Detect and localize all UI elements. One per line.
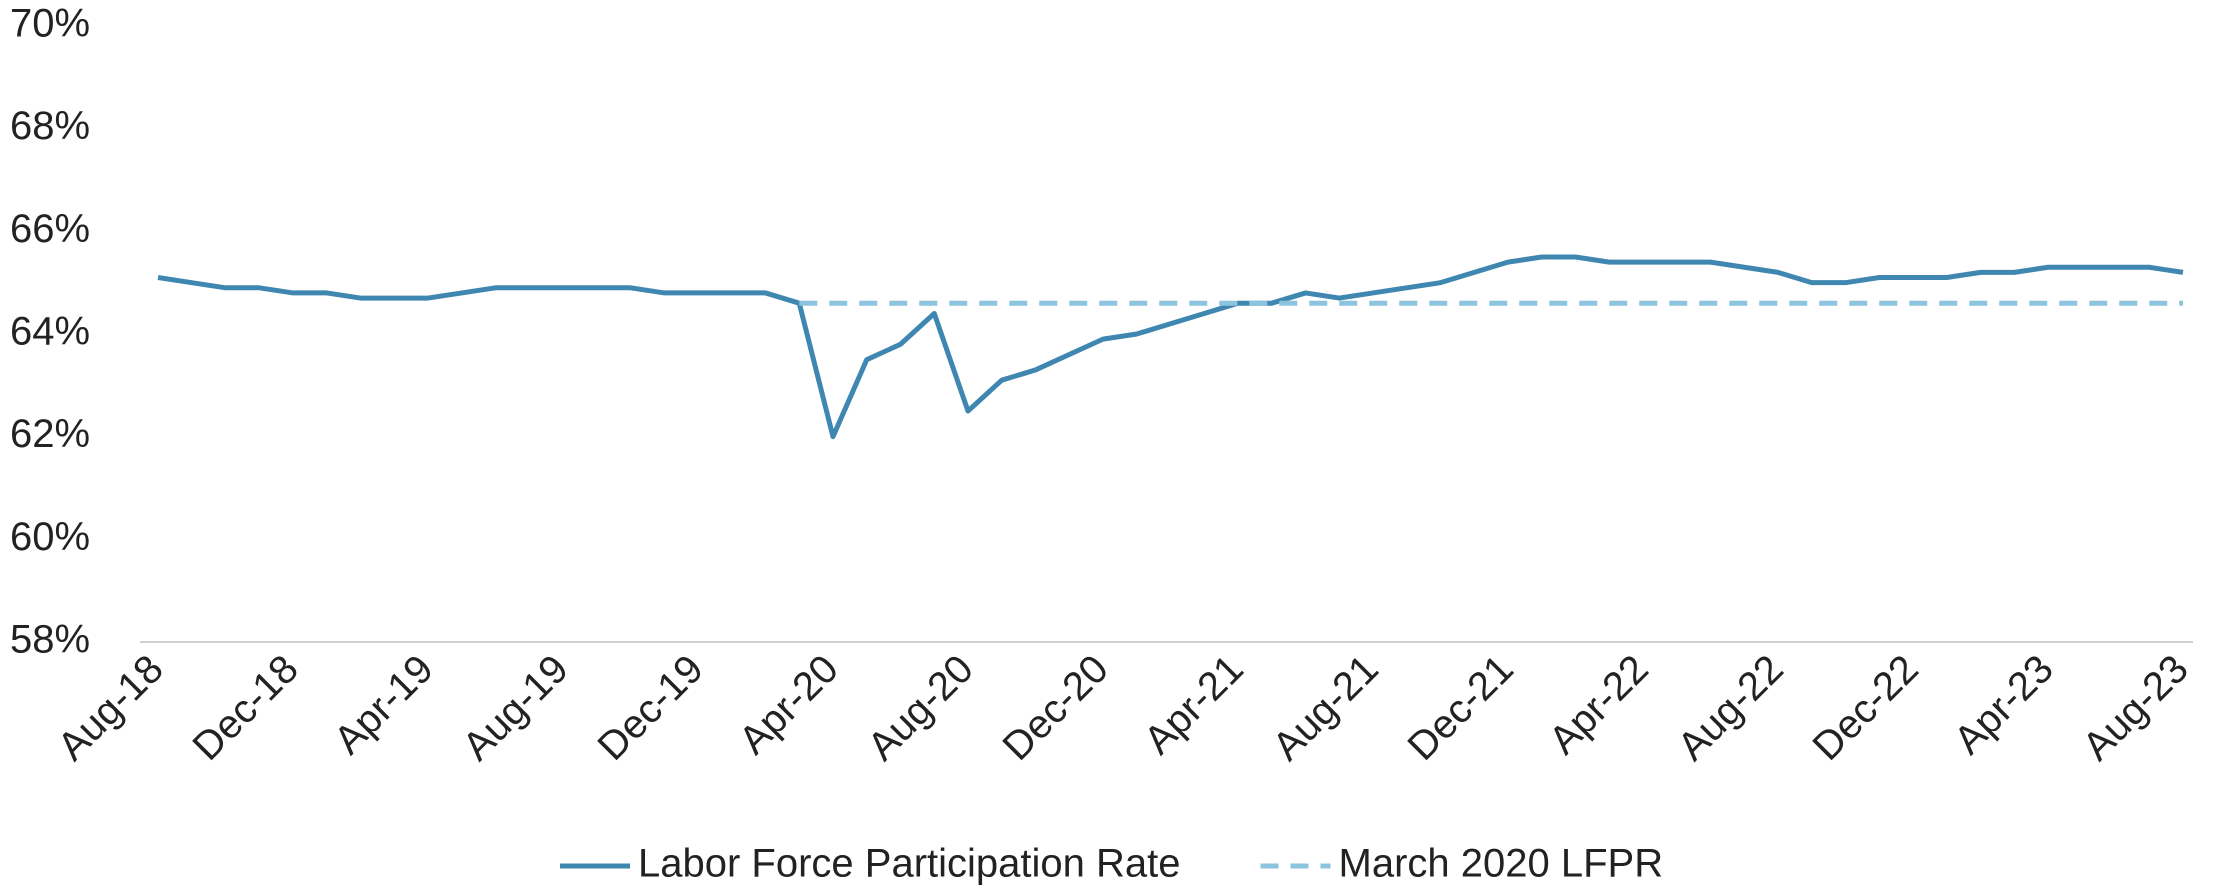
x-tick-label: Dec-18 [185, 647, 307, 769]
x-tick-label: Apr-20 [731, 647, 847, 763]
y-tick-label: 58% [10, 618, 90, 662]
x-tick-label: Dec-22 [1805, 647, 1927, 769]
x-tick-label: Aug-19 [455, 647, 577, 769]
y-tick-label: 60% [10, 515, 90, 559]
legend-label: March 2020 LFPR [1339, 842, 1664, 886]
x-tick-label: Aug-18 [50, 647, 172, 769]
x-tick-label: Dec-19 [590, 647, 712, 769]
x-tick-label: Aug-23 [2075, 647, 2197, 769]
x-tick-label: Dec-20 [995, 647, 1117, 769]
x-tick-label: Aug-20 [860, 647, 982, 769]
y-tick-label: 68% [10, 104, 90, 148]
legend-label: Labor Force Participation Rate [638, 842, 1181, 886]
y-tick-label: 66% [10, 207, 90, 251]
x-tick-label: Aug-22 [1670, 647, 1792, 769]
y-tick-label: 62% [10, 412, 90, 456]
x-tick-label: Apr-21 [1136, 647, 1252, 763]
x-tick-label: Apr-23 [1946, 647, 2062, 763]
y-tick-label: 70% [10, 2, 90, 46]
x-tick-label: Apr-19 [326, 647, 442, 763]
x-tick-label: Dec-21 [1400, 647, 1522, 769]
x-tick-label: Aug-21 [1265, 647, 1387, 769]
series-line [157, 254, 2184, 440]
y-tick-label: 64% [10, 310, 90, 354]
x-tick-label: Apr-22 [1541, 647, 1657, 763]
